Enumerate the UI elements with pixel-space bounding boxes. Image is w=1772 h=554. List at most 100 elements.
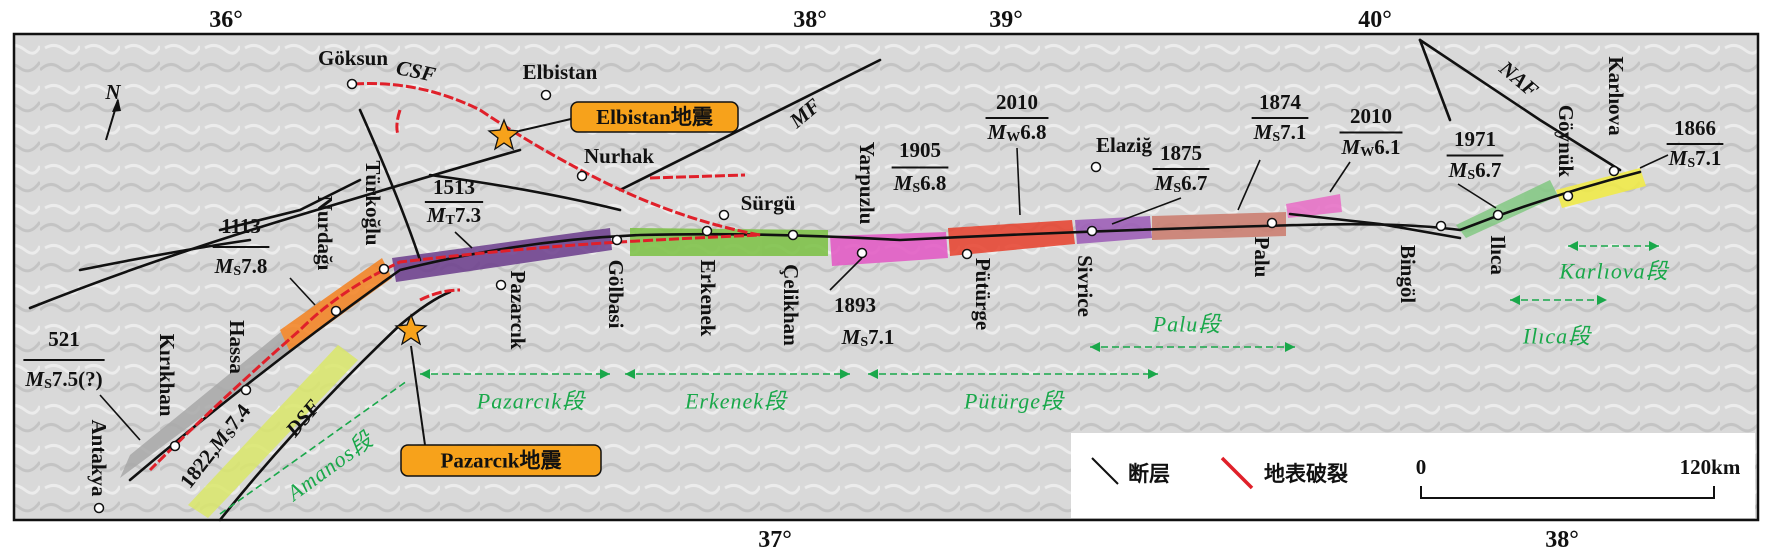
- magnitude: MS7.1: [841, 325, 895, 350]
- magnitude-subscript: T: [446, 213, 456, 228]
- place-name: Sivrice: [1073, 255, 1097, 317]
- top-axis-label: 36°: [209, 7, 243, 33]
- north-label: N: [104, 80, 121, 104]
- magnitude-symbol: M: [1253, 120, 1274, 144]
- magnitude-value: 7.8: [241, 254, 267, 278]
- earthquake-year: 1971: [1454, 127, 1496, 151]
- place-name: Pütürge: [971, 258, 995, 330]
- place-dot: [93, 502, 105, 514]
- place-dot: [961, 248, 973, 260]
- segment-name: Erkenek段: [684, 389, 788, 414]
- magnitude-value: 6.7: [1181, 171, 1207, 195]
- earthquake-year: 1866: [1674, 116, 1716, 140]
- magnitude-subscript: W: [1360, 145, 1374, 160]
- segment-arrow: [420, 369, 430, 379]
- earthquake-year: 1874: [1259, 90, 1302, 114]
- place-name: Gölbasi: [604, 260, 628, 329]
- earthquake-year: 1875: [1160, 141, 1202, 165]
- magnitude-symbol: M: [1341, 135, 1362, 159]
- place-name: Karlıova: [1604, 56, 1628, 136]
- top-axis-label: 39°: [989, 7, 1023, 33]
- magnitude-subscript: S: [233, 264, 241, 279]
- magnitude-subscript: W: [1006, 130, 1020, 145]
- earthquake-year: 1893: [834, 293, 876, 317]
- place-dot: [1086, 225, 1098, 237]
- magnitude-subscript: S: [1687, 156, 1695, 171]
- segment-arrow: [600, 369, 610, 379]
- place-name: Elaziğ: [1096, 133, 1152, 157]
- segment-arrow: [1510, 295, 1520, 305]
- place-dot: [240, 384, 252, 396]
- place-name: Palu: [1250, 237, 1274, 278]
- magnitude-symbol: M: [841, 325, 862, 349]
- segment-arrow: [1285, 342, 1295, 352]
- place-dot: [1492, 209, 1504, 221]
- place-name: Elbistan: [523, 60, 598, 84]
- segment-arrow: [1148, 369, 1158, 379]
- magnitude-subscript: S: [1272, 130, 1280, 145]
- magnitude-subscript: S: [912, 181, 920, 196]
- magnitude-symbol: M: [1154, 171, 1175, 195]
- segment-arrow: [1090, 342, 1100, 352]
- earthquake-year: 1513: [433, 175, 475, 199]
- place-dot: [576, 170, 588, 182]
- place-name: Ilıca: [1486, 235, 1510, 275]
- place-dot: [1562, 190, 1574, 202]
- magnitude-symbol: M: [893, 171, 914, 195]
- place-dot: [346, 78, 358, 90]
- place-name: Türkoğlu: [361, 160, 385, 246]
- scale-bar: [1420, 486, 1715, 499]
- segment-arrow: [625, 369, 635, 379]
- earthquake-year: 1113: [221, 214, 261, 238]
- segment-name: Palu段: [1152, 312, 1223, 337]
- pointer-arrows: [99, 147, 1669, 441]
- magnitude-subscript: S: [44, 377, 52, 392]
- mainshock-label: Elbistan地震: [596, 105, 714, 129]
- place-dot: [1435, 220, 1447, 232]
- legend-label: 地表破裂: [1264, 462, 1348, 486]
- legend-label: 断层: [1128, 462, 1170, 486]
- place-dot: [611, 234, 623, 246]
- mainshock-label: Pazarcık地震: [441, 449, 563, 473]
- magnitude: MS6.8: [893, 171, 947, 196]
- earthquake-year: 2010: [996, 90, 1038, 114]
- magnitude-value: 7.1: [1695, 146, 1721, 170]
- legend-fault-icon: [1091, 457, 1119, 485]
- place-name: Erkenek: [696, 259, 720, 336]
- segment-name: Pütürge段: [963, 389, 1065, 414]
- magnitude-subscript: S: [860, 335, 868, 350]
- segment-name: Ilıca段: [1522, 324, 1592, 349]
- magnitude-symbol: M: [426, 203, 447, 227]
- place-name: Yarpuzlu: [855, 142, 879, 225]
- place-dot: [787, 229, 799, 241]
- magnitude: MS6.7: [1154, 171, 1208, 196]
- place-dot: [718, 209, 730, 221]
- magnitude-symbol: M: [987, 120, 1008, 144]
- magnitude-value: 6.7: [1475, 158, 1501, 182]
- place-name: Antakya: [87, 419, 111, 497]
- magnitude-value: 7.1: [1280, 120, 1306, 144]
- place-name: Kırıkhan: [155, 334, 179, 417]
- magnitude-value: 6.1: [1374, 135, 1400, 159]
- magnitude: MS7.1: [1668, 146, 1722, 171]
- segment-arrow: [840, 369, 850, 379]
- magnitude-symbol: M: [1448, 158, 1469, 182]
- segment-arrow: [1597, 295, 1607, 305]
- earthquake-year: 1905: [899, 138, 941, 162]
- place-name: Nurdağı: [313, 196, 337, 271]
- magnitude: MS7.1: [1253, 120, 1307, 145]
- place-name: Pazarcık: [506, 271, 530, 350]
- place-dot: [701, 225, 713, 237]
- place-name: Nurhak: [584, 144, 654, 168]
- top-axis-label: 38°: [793, 7, 827, 33]
- place-dot: [378, 263, 390, 275]
- segment-range: [219, 380, 408, 515]
- magnitude: MS7.5(?): [24, 367, 102, 392]
- top-axis-label: 40°: [1358, 7, 1392, 33]
- place-name: Göynük: [1554, 105, 1578, 178]
- place-dot: [495, 279, 507, 291]
- scale-label: 0: [1416, 455, 1427, 479]
- magnitude-symbol: M: [214, 254, 235, 278]
- magnitude-value: 6.8: [920, 171, 946, 195]
